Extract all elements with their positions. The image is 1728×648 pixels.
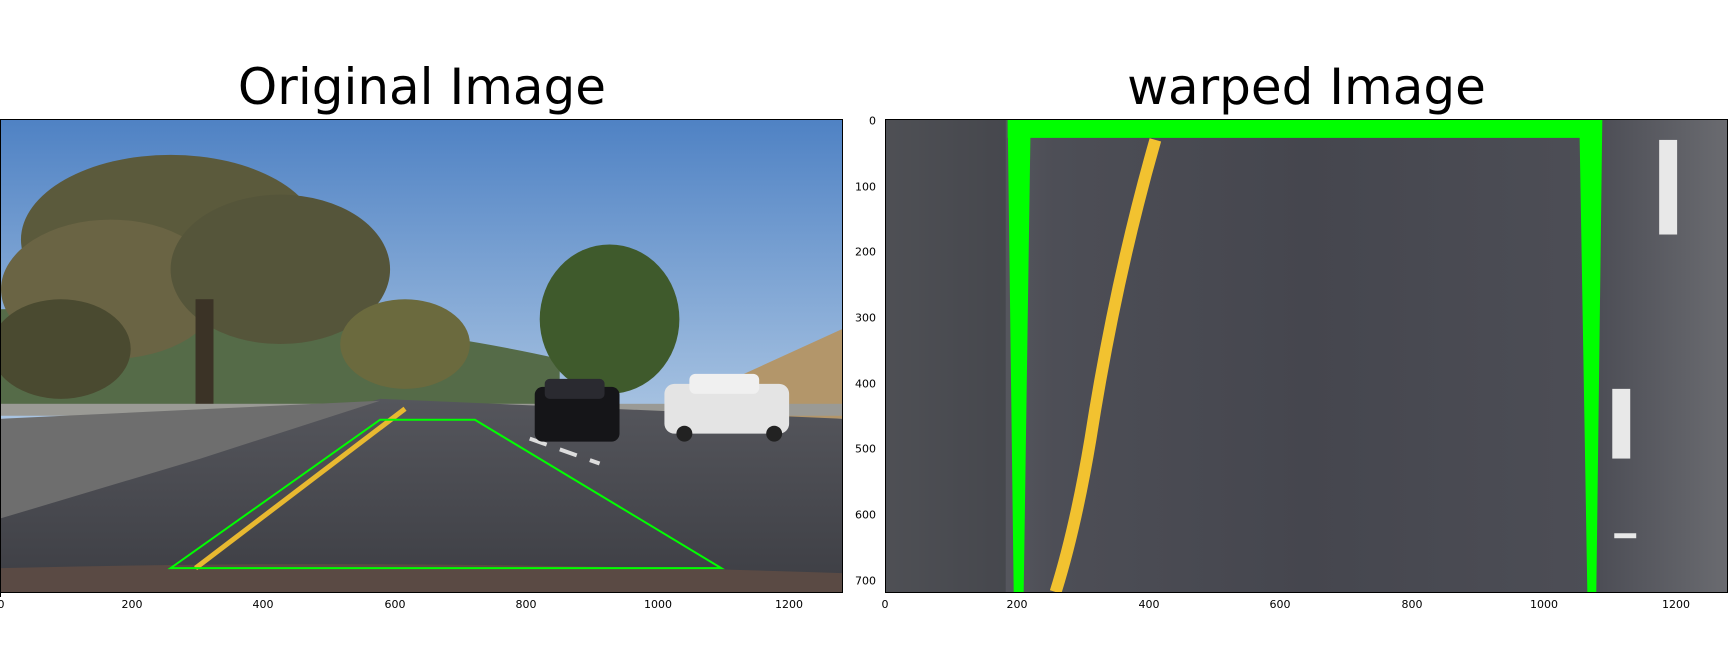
warped-image	[885, 119, 1728, 593]
x-tick-label: 600	[384, 598, 406, 611]
warped-yellow-lane	[1049, 138, 1162, 592]
x-tick-label: 200	[121, 598, 143, 611]
roi-trapezoid	[167, 418, 725, 570]
original-road-scene	[1, 120, 842, 592]
car-hood	[1, 564, 842, 592]
x-tick-label: 0	[881, 598, 889, 611]
x-tick-label: 1200	[1662, 598, 1690, 611]
y-tick-label: 100	[855, 180, 876, 194]
tick-mark	[0, 593, 1, 597]
dashed-lane-line	[529, 436, 601, 466]
black-car	[534, 378, 620, 442]
y-tick-label: 400	[855, 377, 876, 391]
x-tick-label: 600	[1269, 598, 1291, 611]
barrier-wall	[1, 400, 381, 519]
mid-tree	[340, 299, 470, 389]
y-tick-label: 200	[855, 245, 876, 259]
x-tick-label: 1000	[644, 598, 672, 611]
warped-image-title: warped Image	[1127, 58, 1486, 116]
warped-roi-overlay	[1007, 120, 1603, 592]
x-tick-label: 0	[0, 598, 5, 611]
left-shoulder	[886, 120, 1006, 592]
large-tree	[1, 154, 391, 409]
x-tick-label: 1000	[1530, 598, 1558, 611]
white-dash-bottom	[1614, 533, 1637, 539]
original-image-title: Original Image	[237, 58, 607, 116]
y-tick-label: 700	[855, 574, 876, 588]
white-dash-middle	[1612, 388, 1631, 459]
y-tick-label: 600	[855, 508, 876, 522]
yellow-lane-line	[194, 406, 407, 571]
x-tick-label: 400	[1138, 598, 1160, 611]
y-tick-label: 300	[855, 311, 876, 325]
x-tick-label: 1200	[775, 598, 803, 611]
white-dash-top	[1659, 139, 1678, 235]
original-image	[0, 119, 843, 593]
right-tree	[539, 244, 680, 394]
x-tick-label: 800	[1401, 598, 1423, 611]
y-tick-label: 500	[855, 442, 876, 456]
warped-road-view	[886, 120, 1727, 592]
road-surface	[1, 398, 842, 592]
white-car	[664, 373, 790, 442]
y-tick-label: 0	[869, 114, 876, 128]
x-tick-label: 400	[252, 598, 274, 611]
x-tick-label: 200	[1006, 598, 1028, 611]
x-tick-label: 800	[515, 598, 537, 611]
